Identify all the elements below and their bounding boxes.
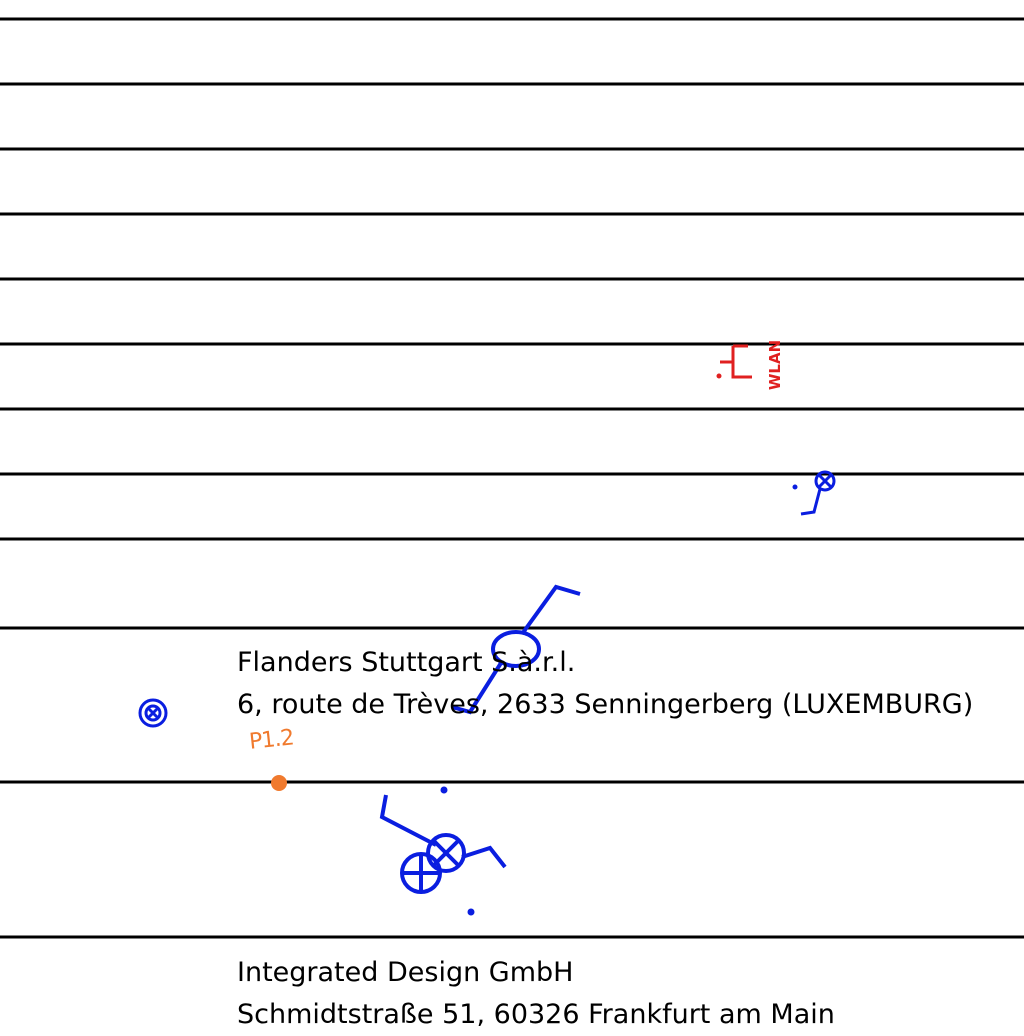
address-block-1: Flanders Stuttgart S.à.r.l. 6, route de … (237, 642, 973, 726)
small-lamp-icon (792, 470, 836, 516)
company-name: Flanders Stuttgart S.à.r.l. (237, 647, 576, 678)
wlan-label: WLAN (766, 339, 784, 391)
outlet-icon (138, 698, 168, 728)
company-name: Integrated Design GmbH (237, 957, 574, 988)
address-block-2: Integrated Design GmbH Schmidtstraße 51,… (237, 952, 835, 1036)
double-lamp-icon (379, 786, 507, 916)
wlan-symbol (716, 344, 752, 379)
company-street: Schmidtstraße 51, 60326 Frankfurt am Mai… (237, 999, 835, 1030)
divider-lines (0, 17, 1024, 939)
point-marker (271, 775, 287, 791)
point-label: P1.2 (248, 725, 295, 755)
company-street: 6, route de Trèves, 2633 Senningerberg (… (237, 689, 974, 720)
pendant-lamp-icon (451, 584, 581, 715)
